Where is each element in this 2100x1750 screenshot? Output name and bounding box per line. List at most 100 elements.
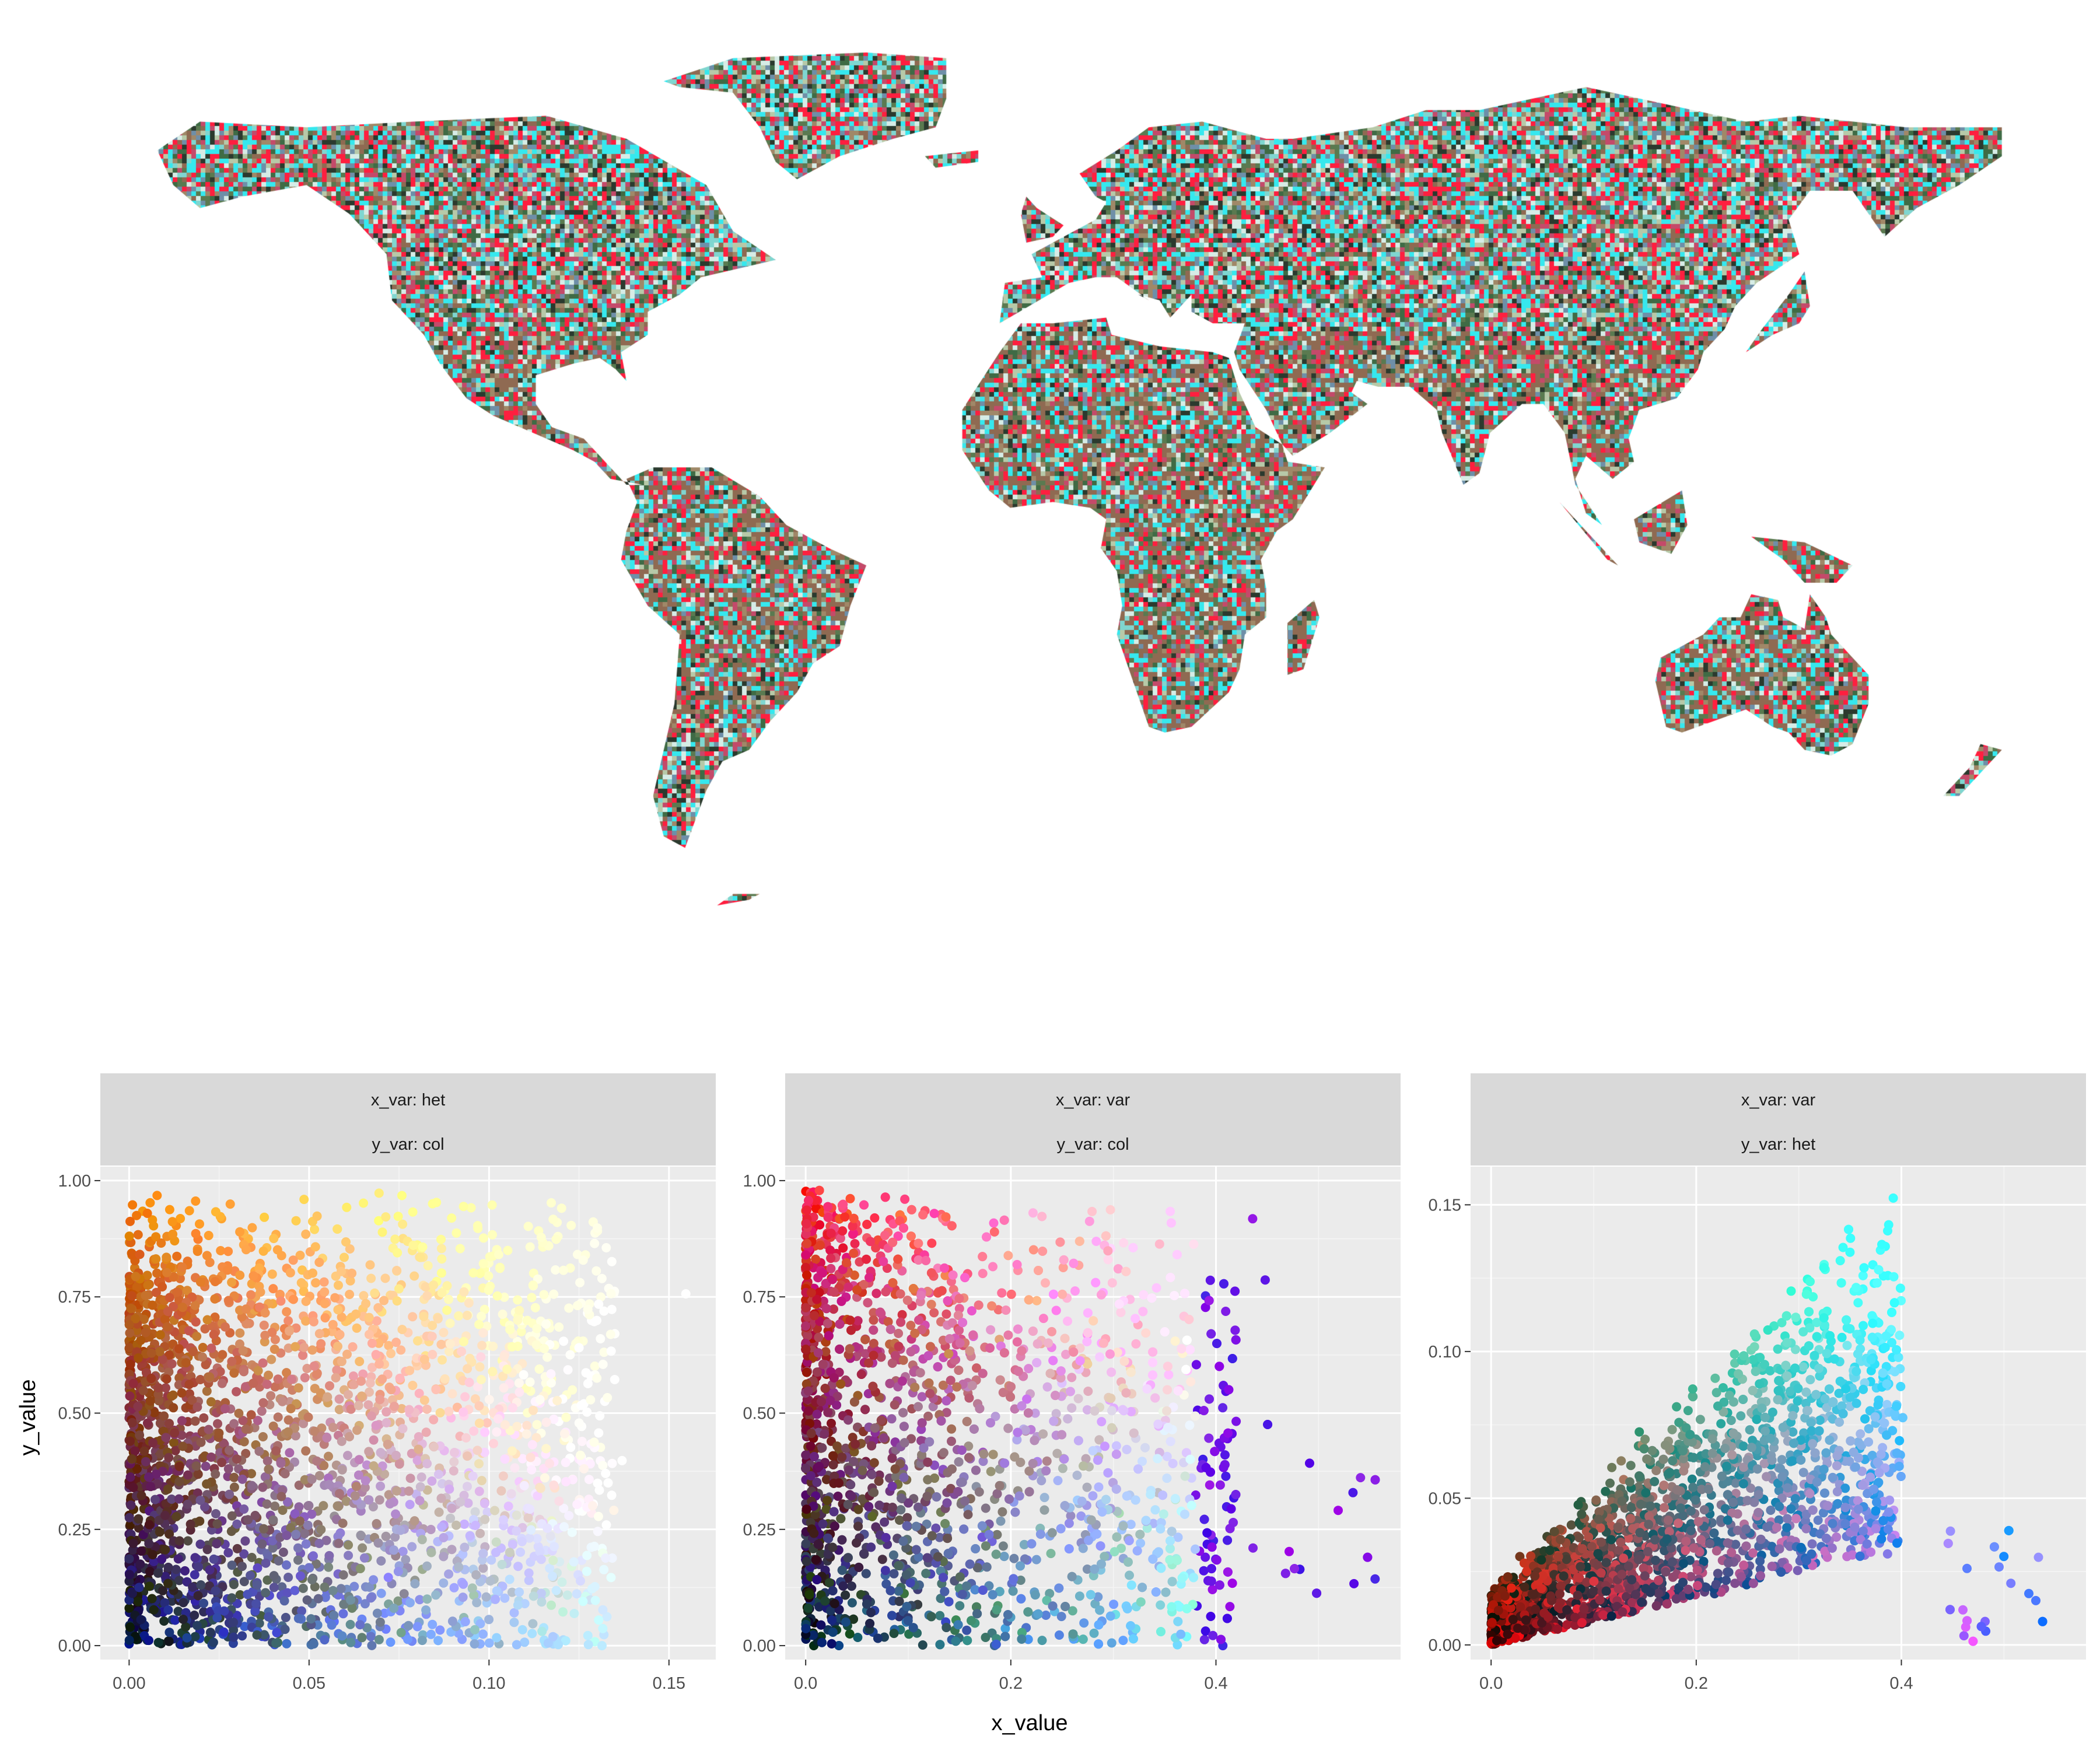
data-point <box>967 1616 977 1626</box>
data-point <box>1056 1612 1066 1622</box>
data-point <box>960 1273 970 1283</box>
data-point <box>286 1523 296 1532</box>
data-point <box>835 1344 845 1354</box>
data-point <box>437 1254 447 1264</box>
data-point <box>599 1564 609 1574</box>
data-point <box>258 1246 268 1256</box>
y-tick-label: 1.00 <box>58 1172 91 1191</box>
data-point <box>1035 1530 1045 1539</box>
data-point <box>1212 1555 1222 1565</box>
data-point <box>282 1560 291 1570</box>
y-tick-label: 0.00 <box>743 1637 776 1656</box>
data-point <box>272 1245 282 1255</box>
data-point <box>393 1212 403 1222</box>
data-point <box>403 1634 412 1644</box>
data-point <box>337 1266 346 1276</box>
data-point <box>246 1290 256 1300</box>
data-point <box>872 1289 881 1298</box>
data-point <box>1138 1583 1147 1592</box>
data-point <box>144 1636 153 1646</box>
data-point <box>512 1510 522 1520</box>
data-point <box>354 1455 364 1465</box>
x-tick-label: 0.00 <box>113 1674 145 1693</box>
data-point <box>125 1436 135 1446</box>
data-point <box>307 1575 317 1585</box>
data-point <box>268 1515 278 1525</box>
data-point <box>386 1349 396 1359</box>
data-point <box>577 1437 587 1446</box>
data-point <box>312 1211 322 1221</box>
data-point <box>1220 1450 1230 1460</box>
data-point <box>914 1255 923 1265</box>
data-point <box>522 1315 532 1325</box>
data-point <box>404 1620 414 1630</box>
data-point <box>331 1373 341 1382</box>
data-point <box>1200 1626 1210 1636</box>
data-point <box>583 1640 593 1650</box>
data-point <box>1107 1367 1116 1377</box>
data-point <box>246 1410 256 1420</box>
data-point <box>824 1578 834 1588</box>
data-point <box>1182 1604 1192 1614</box>
data-point <box>187 1395 197 1405</box>
data-point <box>514 1306 524 1315</box>
data-point <box>407 1542 417 1552</box>
data-point <box>573 1301 583 1311</box>
data-point <box>359 1198 368 1208</box>
data-point <box>943 1296 953 1306</box>
data-point <box>285 1448 295 1458</box>
data-point <box>463 1498 473 1508</box>
data-point <box>822 1318 832 1328</box>
data-point <box>383 1440 393 1449</box>
data-point <box>527 1293 537 1303</box>
data-point <box>282 1368 292 1378</box>
data-point <box>935 1532 944 1542</box>
data-point <box>599 1306 609 1316</box>
data-point <box>250 1511 260 1520</box>
data-point <box>519 1480 529 1490</box>
data-point <box>202 1545 212 1555</box>
data-point <box>935 1611 945 1620</box>
data-point <box>1012 1337 1022 1347</box>
data-point <box>822 1496 832 1506</box>
data-point <box>341 1237 351 1247</box>
data-point <box>532 1534 542 1544</box>
data-point <box>196 1437 206 1447</box>
data-point <box>871 1243 881 1253</box>
data-point <box>1161 1587 1171 1597</box>
y-tick-label: 0.00 <box>58 1637 91 1656</box>
data-point <box>1125 1570 1134 1580</box>
data-point <box>297 1606 306 1616</box>
data-point <box>386 1637 396 1647</box>
data-point <box>170 1428 180 1438</box>
data-point <box>225 1489 235 1499</box>
data-point <box>523 1222 533 1231</box>
data-point <box>358 1369 368 1379</box>
data-point <box>955 1338 965 1348</box>
data-point <box>364 1495 374 1505</box>
data-point <box>372 1608 382 1618</box>
data-point <box>302 1595 312 1605</box>
data-point <box>345 1276 355 1286</box>
data-point <box>1200 1552 1210 1562</box>
data-point <box>282 1531 292 1541</box>
data-point <box>367 1338 377 1348</box>
data-point <box>505 1548 514 1558</box>
data-point <box>867 1469 877 1479</box>
data-point <box>240 1536 250 1546</box>
data-point <box>1003 1423 1013 1433</box>
data-point <box>583 1378 593 1388</box>
data-point <box>252 1580 262 1590</box>
data-point <box>212 1539 222 1549</box>
data-point <box>532 1420 542 1430</box>
data-point <box>445 1318 455 1328</box>
data-point <box>590 1238 600 1248</box>
data-point <box>499 1292 509 1302</box>
data-point <box>559 1522 569 1532</box>
data-point <box>460 1617 470 1626</box>
data-point <box>1083 1328 1093 1338</box>
data-point <box>1024 1466 1034 1476</box>
data-point <box>1083 1359 1093 1369</box>
data-point <box>141 1290 150 1300</box>
data-point <box>284 1326 294 1336</box>
